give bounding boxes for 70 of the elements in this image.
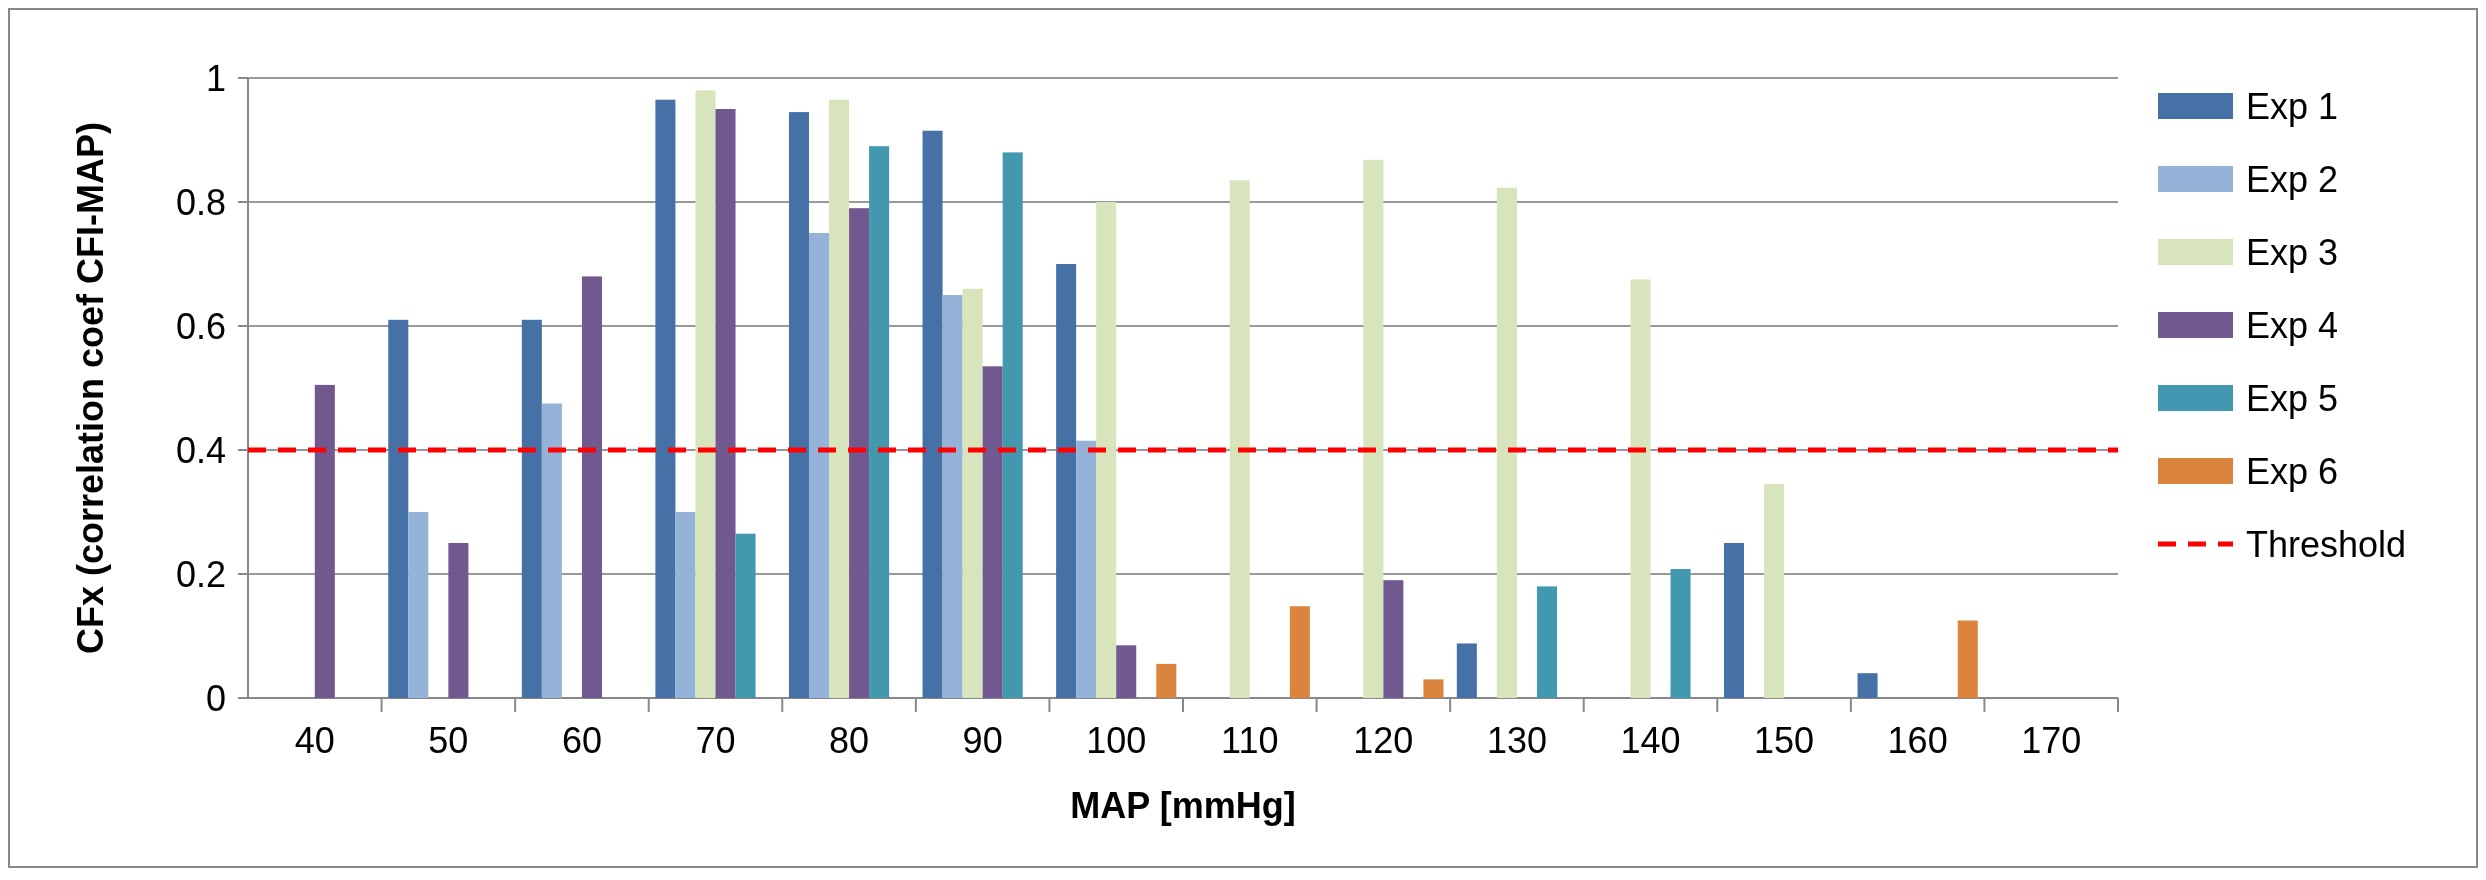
y-tick-label: 0 [205,677,226,719]
bar [1723,543,1744,698]
bar [655,99,676,698]
bar [695,90,716,698]
bar [1670,569,1691,698]
bar [849,208,870,698]
x-tick-label: 40 [294,720,335,761]
legend-label: Exp 4 [2246,304,2339,346]
x-axis-title: MAP [mmHg] [1070,785,1296,826]
bar [829,99,850,698]
legend-label: Exp 5 [2246,377,2339,419]
legend-label: Exp 2 [2246,158,2339,200]
x-tick-label: 100 [1086,720,1147,761]
y-tick-label: 0.6 [175,305,226,347]
bar [942,295,963,698]
x-tick-label: 150 [1754,720,1815,761]
bar [1764,484,1785,698]
bar [869,146,890,698]
bar [1056,264,1077,698]
bar [922,130,943,698]
x-tick-label: 60 [561,720,602,761]
x-tick-label: 110 [1221,720,1279,761]
y-axis-title: CFx (correlation coef CFI-MAP) [70,121,111,655]
y-tick-label: 0.8 [175,181,226,223]
bar [388,319,409,698]
bar [1957,620,1978,698]
bar [408,512,429,698]
x-tick-label: 70 [695,720,736,761]
bar [1289,606,1310,698]
bar [962,288,983,698]
bar [1536,586,1557,698]
x-tick-label: 140 [1620,720,1681,761]
bar [1076,440,1097,698]
bar [809,233,830,698]
bar [1423,679,1444,698]
y-tick-label: 0.4 [175,429,226,471]
bar [1363,159,1384,698]
bar [788,112,809,698]
bar [1156,663,1177,698]
bar [521,319,542,698]
bar [1229,180,1250,698]
legend-label: Exp 3 [2246,231,2339,273]
bar [1630,279,1651,698]
bar [1116,645,1137,698]
bar [1383,580,1404,698]
bar [715,109,736,698]
bar [448,543,469,698]
bar [675,512,696,698]
x-tick-label: 160 [1887,720,1948,761]
x-tick-label: 130 [1486,720,1547,761]
y-tick-label: 1 [205,57,226,99]
legend-label: Exp 1 [2246,85,2339,127]
x-tick-label: 120 [1353,720,1414,761]
legend-label: Exp 6 [2246,450,2339,492]
x-tick-label: 80 [829,720,870,761]
x-tick-label: 170 [2021,720,2082,761]
x-tick-label: 50 [428,720,469,761]
bar [735,533,756,698]
legend-label: Threshold [2246,523,2407,565]
bar [1096,202,1117,698]
bar [1456,643,1477,698]
bar [1496,187,1517,698]
y-tick-label: 0.2 [175,553,226,595]
x-tick-label: 90 [962,720,1003,761]
bar [581,276,602,698]
bar [314,384,335,698]
bar [1002,152,1023,698]
bar [1857,673,1878,698]
bar [982,366,1003,698]
bar [541,403,562,698]
